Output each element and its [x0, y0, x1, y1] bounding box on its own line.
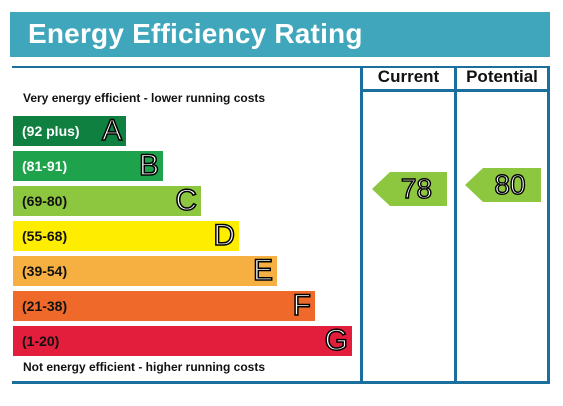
band-e: (39-54) E [13, 253, 277, 288]
band-range-label: (81-91) [22, 158, 68, 174]
band-letter: G [324, 323, 349, 358]
band-d: (55-68) D [13, 218, 239, 253]
potential-arrow-shape [465, 168, 541, 202]
frame-line-top [12, 66, 550, 68]
band-letter: C [175, 183, 198, 218]
current-rating-arrow: 78 [372, 172, 447, 206]
band-letter: E [252, 253, 274, 288]
current-rating-value: 78 [400, 172, 433, 204]
top-note: Very energy efficient - lower running co… [23, 91, 266, 105]
band-b: (81-91) B [13, 148, 163, 183]
band-f: (21-38) F [13, 288, 315, 323]
band-range-label: (92 plus) [22, 123, 80, 139]
potential-column-title: Potential [466, 67, 538, 86]
potential-rating-value: 80 [494, 168, 527, 200]
band-range-label: (1-20) [22, 333, 60, 349]
potential-rating-arrow: 80 [465, 168, 541, 202]
page-title: Energy Efficiency Rating [28, 18, 363, 49]
band-a: (92 plus) A [13, 113, 126, 148]
frame-divider-left [360, 66, 363, 384]
frame-line-bottom [12, 381, 550, 384]
bottom-note: Not energy efficient - higher running co… [23, 360, 266, 374]
band-letter: B [138, 148, 160, 183]
band-g: (1-20) G [13, 323, 352, 358]
band-letter: D [213, 218, 236, 253]
band-c: (69-80) C [13, 183, 201, 218]
current-arrow-shape [372, 172, 447, 206]
band-range-label: (21-38) [22, 298, 68, 314]
band-letter: A [101, 113, 123, 148]
band-range-label: (69-80) [22, 193, 68, 209]
frame-divider-middle [454, 66, 457, 384]
band-range-label: (55-68) [22, 228, 68, 244]
band-range-label: (39-54) [22, 263, 68, 279]
title-banner: Energy Efficiency Rating [10, 12, 550, 57]
band-letter: F [292, 288, 312, 323]
frame-divider-right [547, 66, 550, 384]
current-column-title: Current [377, 67, 440, 86]
